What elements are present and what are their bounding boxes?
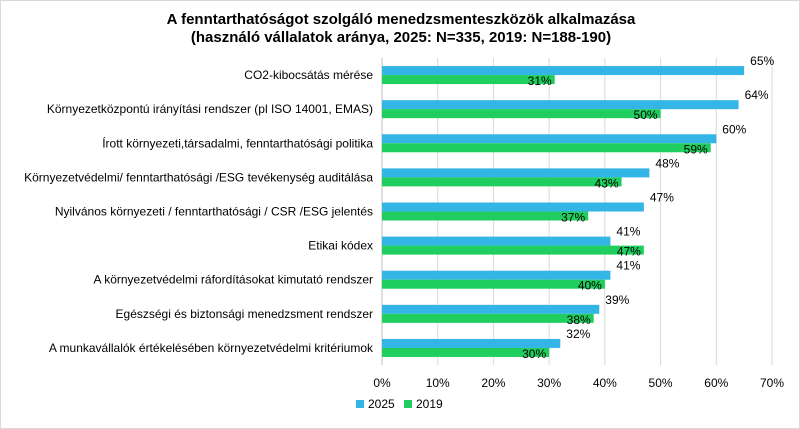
x-tick-label: 70% — [760, 376, 784, 390]
bar-2025 — [382, 236, 611, 246]
data-label-2025: 47% — [650, 191, 674, 205]
category-label: Nyilvános környezeti / fenntarthatósági … — [55, 205, 373, 219]
bar-2019 — [382, 313, 594, 323]
data-label-2025: 41% — [616, 225, 640, 239]
bar-2025 — [382, 202, 644, 212]
bar-2025 — [382, 134, 717, 144]
x-tick-label: 40% — [593, 376, 617, 390]
data-label-2019: 31% — [528, 74, 552, 88]
data-label-2025: 65% — [750, 54, 774, 68]
bar-2025 — [382, 100, 739, 110]
category-label: Etikai kódex — [308, 239, 373, 253]
x-tick-label: 10% — [426, 376, 450, 390]
data-label-2019: 50% — [634, 108, 658, 122]
legend-label-2025: 2025 — [368, 397, 395, 411]
category-label: Környezetközpontú irányítási rendszer (p… — [47, 102, 373, 116]
legend-swatch-2025 — [356, 400, 364, 408]
data-label-2019: 37% — [561, 211, 585, 225]
category-label: Egészségi és biztonsági menedzsment rend… — [116, 307, 373, 321]
chart-subtitle: (használó vállalatok aránya, 2025: N=335… — [190, 29, 612, 46]
data-label-2019: 38% — [567, 313, 591, 327]
data-label-2025: 60% — [722, 122, 746, 136]
data-label-2019: 59% — [684, 142, 708, 156]
bar-2019 — [382, 279, 605, 289]
bar-2025 — [382, 304, 600, 314]
bar-2019 — [382, 177, 622, 187]
bar-2019 — [382, 211, 589, 221]
category-label: A környezetvédelmi ráfordításokat kimuta… — [94, 273, 373, 287]
x-tick-label: 0% — [373, 376, 391, 390]
data-label-2025: 39% — [605, 293, 629, 307]
bar-2019 — [382, 75, 555, 85]
chart-title: A fenntarthatóságot szolgáló menedzsment… — [166, 11, 636, 28]
category-label: CO2-kibocsátás mérése — [244, 68, 373, 82]
data-label-2019: 47% — [617, 245, 641, 259]
x-tick-label: 60% — [704, 376, 728, 390]
category-label: A munkavállalók értékelésében környezetv… — [49, 341, 374, 355]
data-label-2025: 48% — [655, 156, 679, 170]
data-label-2025: 64% — [745, 88, 769, 102]
bar-2019 — [382, 109, 661, 119]
data-label-2025: 41% — [616, 259, 640, 273]
category-label: Írott környezeti,társadalmi, fenntarthat… — [102, 135, 373, 150]
bar-2025 — [382, 338, 561, 348]
bar-2025 — [382, 168, 650, 178]
x-tick-label: 50% — [649, 376, 673, 390]
legend-label-2019: 2019 — [416, 397, 443, 411]
bar-2025 — [382, 270, 611, 280]
x-tick-label: 20% — [481, 376, 505, 390]
category-label: Környezetvédelmi/ fenntarthatósági /ESG … — [24, 170, 373, 184]
bar-2019 — [382, 347, 550, 357]
bar-2019 — [382, 245, 644, 255]
data-label-2025: 32% — [566, 327, 590, 341]
data-label-2019: 30% — [522, 347, 546, 361]
legend-swatch-2019 — [404, 400, 412, 408]
bar-2025 — [382, 66, 745, 76]
bar-2019 — [382, 143, 711, 153]
data-label-2019: 40% — [578, 279, 602, 293]
data-label-2019: 43% — [595, 176, 619, 190]
x-tick-label: 30% — [537, 376, 561, 390]
